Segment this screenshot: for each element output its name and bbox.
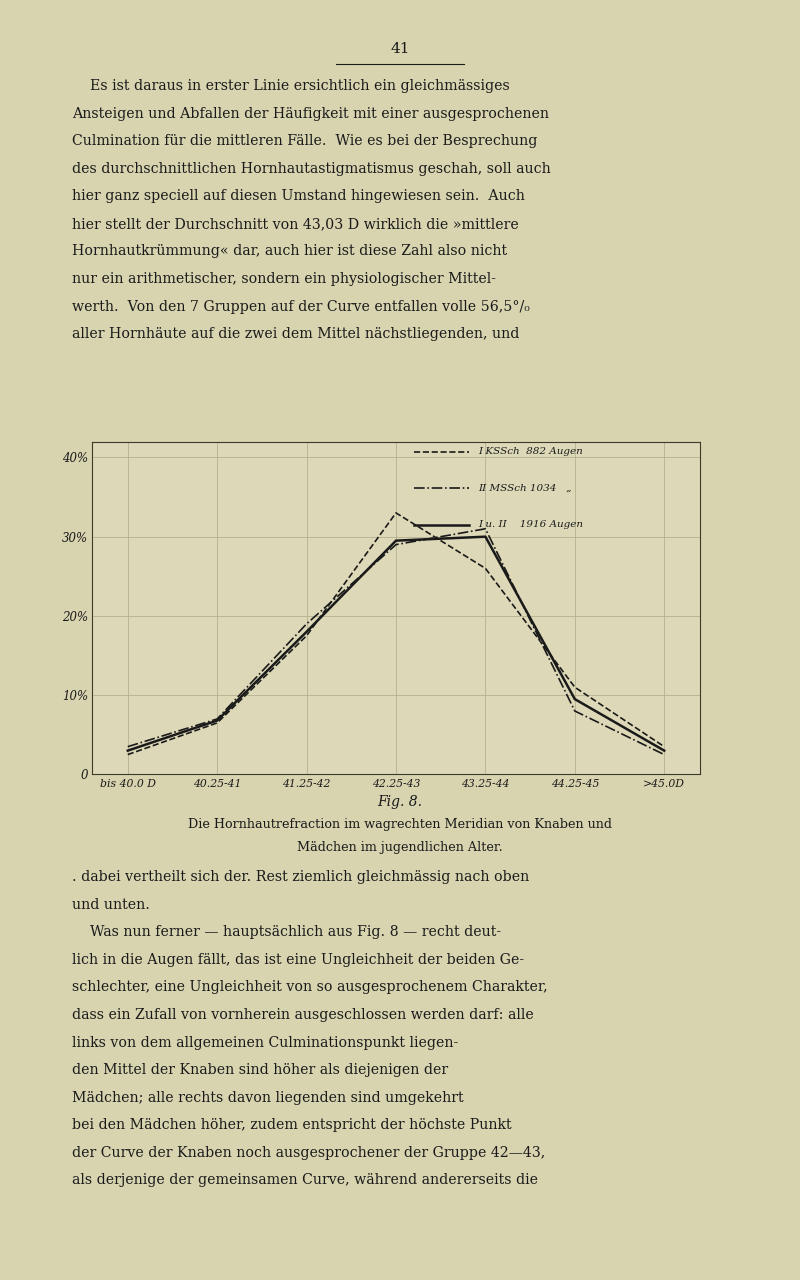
Text: Es ist daraus in erster Linie ersichtlich ein gleichmässiges: Es ist daraus in erster Linie ersichtlic… (72, 79, 510, 93)
Text: nur ein arithmetischer, sondern ein physiologischer Mittel-: nur ein arithmetischer, sondern ein phys… (72, 271, 496, 285)
Text: Ansteigen und Abfallen der Häufigkeit mit einer ausgesprochenen: Ansteigen und Abfallen der Häufigkeit mi… (72, 108, 549, 120)
Text: II MSSch 1034   „: II MSSch 1034 „ (478, 484, 571, 493)
Text: bei den Mädchen höher, zudem entspricht der höchste Punkt: bei den Mädchen höher, zudem entspricht … (72, 1119, 512, 1132)
Text: Die Hornhautrefraction im wagrechten Meridian von Knaben und: Die Hornhautrefraction im wagrechten Mer… (188, 818, 612, 831)
Text: . dabei vertheilt sich der. Rest ziemlich gleichmässig nach oben: . dabei vertheilt sich der. Rest ziemlic… (72, 870, 530, 884)
Text: Mädchen im jugendlichen Alter.: Mädchen im jugendlichen Alter. (297, 841, 503, 854)
Text: und unten.: und unten. (72, 899, 150, 911)
Text: Was nun ferner — hauptsächlich aus Fig. 8 — recht deut-: Was nun ferner — hauptsächlich aus Fig. … (72, 925, 501, 940)
Text: hier stellt der Durchschnitt von 43,03 D wirklich die »mittlere: hier stellt der Durchschnitt von 43,03 D… (72, 216, 518, 230)
Text: Mädchen; alle rechts davon liegenden sind umgekehrt: Mädchen; alle rechts davon liegenden sin… (72, 1091, 464, 1105)
Text: lich in die Augen fällt, das ist eine Ungleichheit der beiden Ge-: lich in die Augen fällt, das ist eine Un… (72, 952, 524, 966)
Text: Fig. 8.: Fig. 8. (378, 795, 422, 809)
Text: schlechter, eine Ungleichheit von so ausgesprochenem Charakter,: schlechter, eine Ungleichheit von so aus… (72, 980, 548, 995)
Text: links von dem allgemeinen Culminationspunkt liegen-: links von dem allgemeinen Culminationspu… (72, 1036, 458, 1050)
Text: Culmination für die mittleren Fälle.  Wie es bei der Besprechung: Culmination für die mittleren Fälle. Wie… (72, 134, 538, 148)
Text: den Mittel der Knaben sind höher als diejenigen der: den Mittel der Knaben sind höher als die… (72, 1062, 448, 1076)
Text: aller Hornhäute auf die zwei dem Mittel nächstliegenden, und: aller Hornhäute auf die zwei dem Mittel … (72, 328, 519, 340)
Text: Hornhautkrümmung« dar, auch hier ist diese Zahl also nicht: Hornhautkrümmung« dar, auch hier ist die… (72, 244, 507, 259)
Text: werth.  Von den 7 Gruppen auf der Curve entfallen volle 56,5°/₀: werth. Von den 7 Gruppen auf der Curve e… (72, 300, 530, 314)
Text: I u. II    1916 Augen: I u. II 1916 Augen (478, 520, 583, 530)
Text: dass ein Zufall von vornherein ausgeschlossen werden darf: alle: dass ein Zufall von vornherein ausgeschl… (72, 1009, 534, 1021)
Text: der Curve der Knaben noch ausgesprochener der Gruppe 42—43,: der Curve der Knaben noch ausgesprochene… (72, 1146, 546, 1160)
Text: hier ganz speciell auf diesen Umstand hingewiesen sein.  Auch: hier ganz speciell auf diesen Umstand hi… (72, 189, 525, 204)
Text: 41: 41 (390, 42, 410, 55)
Text: als derjenige der gemeinsamen Curve, während andererseits die: als derjenige der gemeinsamen Curve, wäh… (72, 1172, 538, 1187)
Text: I KSSch  882 Augen: I KSSch 882 Augen (478, 447, 583, 456)
Text: des durchschnittlichen Hornhautastigmatismus geschah, soll auch: des durchschnittlichen Hornhautastigmati… (72, 163, 550, 175)
